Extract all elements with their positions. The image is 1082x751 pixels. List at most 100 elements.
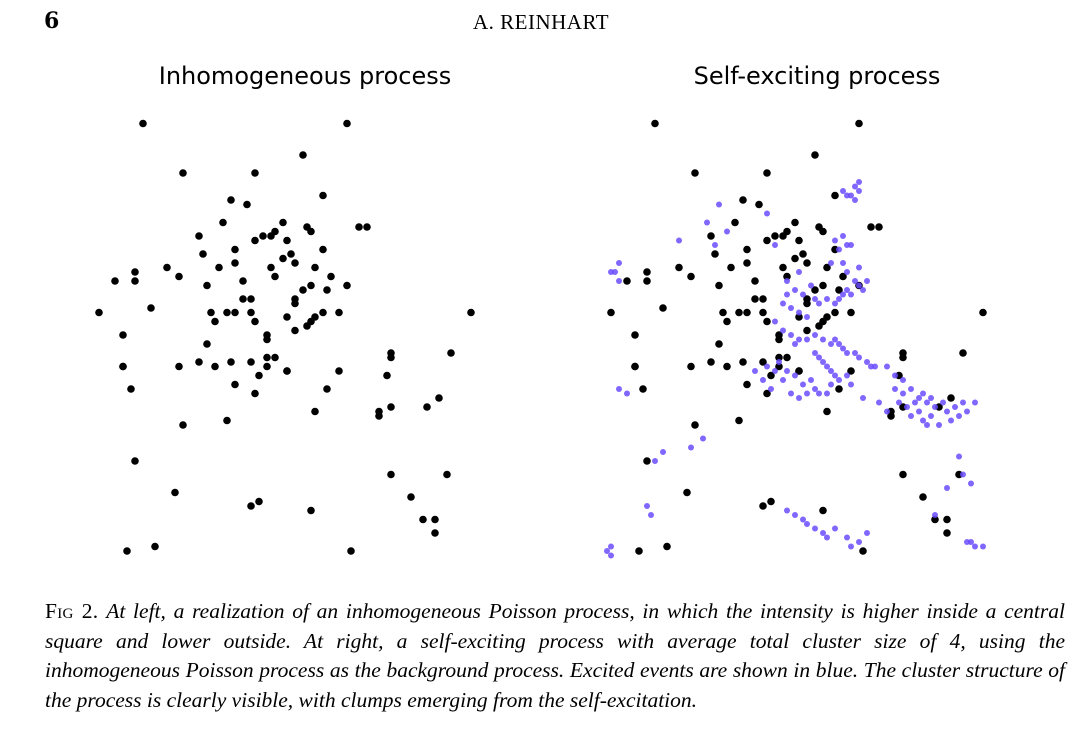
scatter-point xyxy=(788,305,794,311)
scatter-point xyxy=(840,188,846,194)
scatter-point xyxy=(743,380,751,389)
scatter-point xyxy=(760,377,766,383)
scatter-point xyxy=(944,485,950,491)
scatter-point xyxy=(431,515,439,524)
scatter-point xyxy=(247,295,255,303)
scatter-point xyxy=(812,386,818,392)
scatter-point xyxy=(784,278,790,284)
scatter-point xyxy=(231,245,239,254)
scatter-point xyxy=(771,232,779,240)
scatter-point xyxy=(251,236,259,245)
scatter-point xyxy=(800,516,806,523)
scatter-point xyxy=(892,386,898,392)
scatter-point xyxy=(960,471,966,478)
scatter-point xyxy=(808,377,814,383)
scatter-point xyxy=(660,449,666,455)
scatter-point xyxy=(219,218,227,227)
scatter-point xyxy=(828,260,834,266)
scatter-point xyxy=(824,363,830,370)
scatter-point xyxy=(824,296,830,302)
scatter-point xyxy=(776,359,782,365)
scatter-point xyxy=(832,525,838,532)
scatter-point xyxy=(844,372,850,379)
scatter-point xyxy=(616,278,622,284)
scatter-point xyxy=(864,278,870,284)
chart-title-left: Inhomogeneous process xyxy=(158,62,452,90)
scatter-point xyxy=(683,488,691,497)
scatter-point xyxy=(211,362,219,371)
scatter-point xyxy=(95,308,103,317)
scatter-point xyxy=(796,269,802,275)
scatter-point xyxy=(675,263,683,272)
scatter-series-0 xyxy=(95,119,475,555)
scatter-point xyxy=(828,368,834,374)
scatter-point xyxy=(287,250,295,258)
scatter-point xyxy=(836,377,842,383)
scatter-point xyxy=(179,169,187,177)
scatter-point xyxy=(848,291,854,298)
scatter-point xyxy=(784,507,790,514)
scatter-point xyxy=(227,196,235,204)
scatter-point xyxy=(323,385,331,393)
scatter-point xyxy=(223,416,231,425)
scatter-point xyxy=(840,260,846,266)
scatter-point xyxy=(784,291,790,298)
scatter-point xyxy=(307,506,315,515)
scatter-point xyxy=(836,296,842,302)
scatter-point xyxy=(832,372,838,379)
scatter-point xyxy=(812,296,818,302)
scatter-point xyxy=(855,119,863,128)
scatter-point xyxy=(119,362,127,371)
scatter-point xyxy=(767,497,775,506)
scatter-point xyxy=(763,169,771,177)
scatter-point xyxy=(447,349,455,357)
scatter-point xyxy=(908,413,914,419)
scatter-point xyxy=(443,470,451,479)
scatter-point xyxy=(835,286,843,294)
scatter-point xyxy=(916,395,922,401)
scatter-point xyxy=(423,403,431,411)
scatter-point xyxy=(816,354,822,361)
scatter-point xyxy=(691,169,699,177)
scatter-point xyxy=(788,390,794,397)
scatter-point xyxy=(231,308,239,317)
scatter-point xyxy=(876,399,882,406)
scatter-point xyxy=(467,308,475,317)
scatter-point xyxy=(151,542,159,551)
scatter-point xyxy=(795,367,803,375)
scatter-point xyxy=(808,282,814,289)
scatter-point xyxy=(796,395,802,401)
scatter-point xyxy=(247,358,255,366)
scatter-point xyxy=(791,218,799,227)
scatter-point xyxy=(199,250,207,258)
scatter-point xyxy=(856,188,862,194)
scatter-point xyxy=(783,353,791,362)
scatter-point xyxy=(743,245,751,254)
scatter-point xyxy=(663,542,671,551)
scatter-point xyxy=(775,362,783,371)
scatter-point xyxy=(780,377,786,383)
scatter-point xyxy=(223,308,231,317)
scatter-point xyxy=(763,236,771,245)
scatter-point xyxy=(195,358,203,366)
scatter-point xyxy=(623,277,631,285)
scatter-point xyxy=(127,385,135,393)
scatter-point xyxy=(856,539,862,545)
scatter-point xyxy=(291,259,299,267)
scatter-point xyxy=(836,341,842,347)
scatter-point xyxy=(648,512,654,518)
scatter-point xyxy=(856,354,862,361)
scatter-point xyxy=(267,263,275,272)
scatter-point xyxy=(608,269,614,275)
scatter-point xyxy=(831,191,839,200)
scatter-point xyxy=(255,497,263,506)
scatter-point xyxy=(687,362,695,371)
scatter-point xyxy=(607,308,615,317)
scatter-point xyxy=(131,277,139,285)
scatter-point xyxy=(832,336,838,343)
scatter-point xyxy=(239,277,247,285)
scatter-point xyxy=(375,412,383,420)
scatter-point xyxy=(363,223,371,231)
scatter-point xyxy=(303,322,311,330)
scatter-point xyxy=(960,399,966,406)
